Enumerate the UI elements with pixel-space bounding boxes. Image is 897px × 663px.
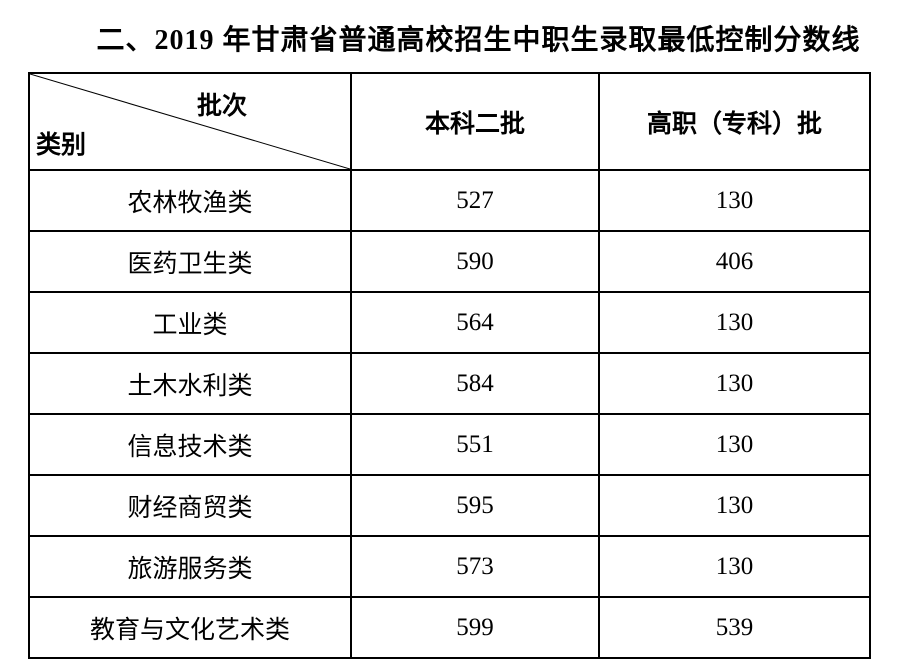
- cell-category: 旅游服务类: [29, 536, 351, 597]
- table-row: 旅游服务类 573 130: [29, 536, 870, 597]
- cell-gaozhi: 130: [599, 353, 870, 414]
- table-row: 农林牧渔类 527 130: [29, 170, 870, 231]
- cell-category: 教育与文化艺术类: [29, 597, 351, 658]
- cell-category: 农林牧渔类: [29, 170, 351, 231]
- table-row: 财经商贸类 595 130: [29, 475, 870, 536]
- cell-category: 土木水利类: [29, 353, 351, 414]
- cell-gaozhi: 130: [599, 536, 870, 597]
- score-table: 批次 类别 本科二批 高职（专科）批 农林牧渔类 527 130 医药卫生类 5…: [28, 72, 871, 659]
- cell-category: 信息技术类: [29, 414, 351, 475]
- header-top-label: 批次: [197, 86, 247, 122]
- table-row: 教育与文化艺术类 599 539: [29, 597, 870, 658]
- cell-benke: 590: [351, 231, 599, 292]
- cell-benke: 595: [351, 475, 599, 536]
- table-head: 批次 类别 本科二批 高职（专科）批: [29, 73, 870, 170]
- cell-gaozhi: 406: [599, 231, 870, 292]
- cell-gaozhi: 130: [599, 292, 870, 353]
- table-row: 医药卫生类 590 406: [29, 231, 870, 292]
- table-row: 土木水利类 584 130: [29, 353, 870, 414]
- cell-benke: 573: [351, 536, 599, 597]
- header-col-benke: 本科二批: [351, 73, 599, 170]
- cell-category: 工业类: [29, 292, 351, 353]
- table-body: 农林牧渔类 527 130 医药卫生类 590 406 工业类 564 130 …: [29, 170, 870, 658]
- cell-benke: 527: [351, 170, 599, 231]
- table-row: 工业类 564 130: [29, 292, 870, 353]
- cell-benke: 584: [351, 353, 599, 414]
- cell-benke: 551: [351, 414, 599, 475]
- cell-gaozhi: 130: [599, 414, 870, 475]
- cell-benke: 564: [351, 292, 599, 353]
- table-row: 信息技术类 551 130: [29, 414, 870, 475]
- cell-gaozhi: 130: [599, 170, 870, 231]
- cell-benke: 599: [351, 597, 599, 658]
- page-container: 二、2019 年甘肃省普通高校招生中职生录取最低控制分数线 批次 类别 本科二批…: [0, 0, 897, 663]
- header-diagonal-cell: 批次 类别: [29, 73, 351, 170]
- table-title: 二、2019 年甘肃省普通高校招生中职生录取最低控制分数线: [28, 18, 869, 58]
- table-header-row: 批次 类别 本科二批 高职（专科）批: [29, 73, 870, 170]
- cell-category: 医药卫生类: [29, 231, 351, 292]
- header-bottom-label: 类别: [36, 125, 86, 161]
- cell-gaozhi: 130: [599, 475, 870, 536]
- header-col-gaozhi: 高职（专科）批: [599, 73, 870, 170]
- cell-category: 财经商贸类: [29, 475, 351, 536]
- cell-gaozhi: 539: [599, 597, 870, 658]
